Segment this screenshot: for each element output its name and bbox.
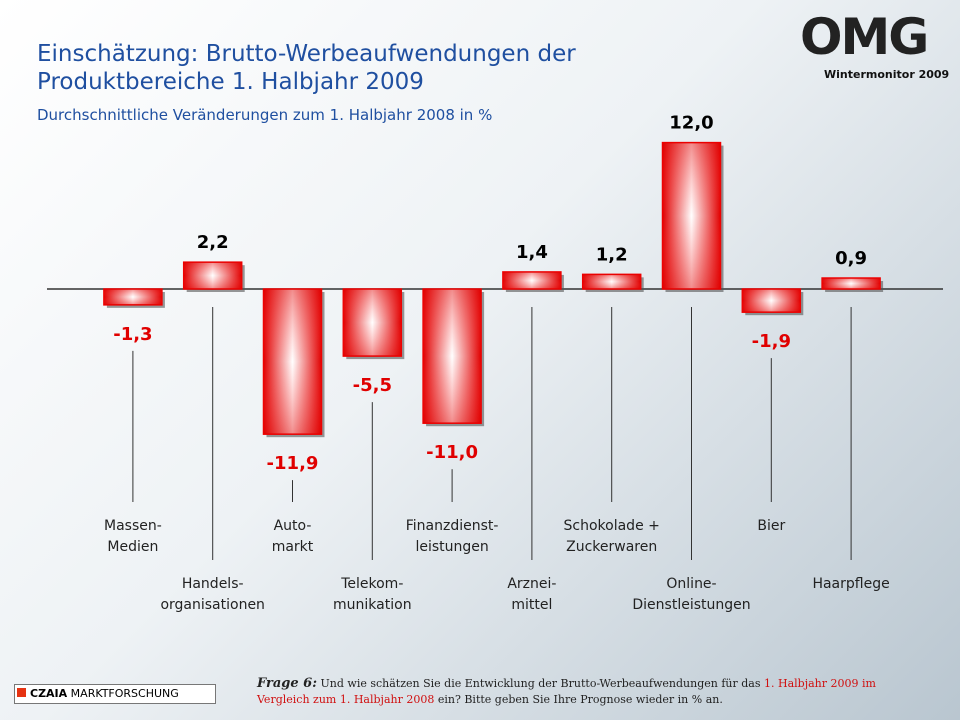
category-label: Handels- [182,576,244,592]
value-label: 1,4 [516,242,548,263]
category-label: munikation [333,597,412,613]
logo: OMG [800,8,929,66]
question-text: ein? Bitte geben Sie Ihre Prognose wiede… [437,693,723,706]
category-label: Haarpflege [812,576,889,592]
subtitle: Durchschnittliche Veränderungen zum 1. H… [37,106,493,124]
category-label: Bier [757,518,785,534]
value-label: -1,9 [752,331,791,352]
bar-shade [423,289,482,424]
company-name: MARKTFORSCHUNG [70,687,179,700]
value-label: -1,3 [113,324,152,345]
category-label: leistungen [415,539,488,555]
bar-shade [582,274,641,289]
brand-label: Wintermonitor 2009 [824,68,950,81]
category-label: Schokolade + [564,518,660,534]
company-box: CZAIA MARKTFORSCHUNG [14,684,216,704]
question-highlight: 1. Halbjahr 2009 im Vergleich zum 1. Hal… [257,677,876,706]
category-label: Arznei- [507,576,556,592]
category-label: markt [272,539,314,555]
title: Einschätzung: Brutto-Werbeaufwendungen d… [37,40,576,96]
company-bold: CZAIA [30,687,68,700]
category-label: Dienstleistungen [632,597,750,613]
bar-shade [263,289,322,435]
category-label: Telekom- [340,576,403,592]
category-label: organisationen [160,597,264,613]
title-line: Einschätzung: Brutto-Werbeaufwendungen d… [37,41,576,67]
question: Frage 6: Und wie schätzen Sie die Entwic… [257,676,917,708]
bar-shade [662,142,721,289]
value-label: -5,5 [353,375,392,396]
title-line: Produktbereiche 1. Halbjahr 2009 [37,69,424,95]
value-label: 2,2 [197,232,229,253]
bar-shade [343,289,402,357]
bar-shade [502,271,561,289]
bar-shade [103,289,162,305]
category-label: Massen- [104,518,162,534]
value-label: -11,9 [267,453,319,474]
category-label: Zuckerwaren [566,539,657,555]
value-label: -11,0 [426,442,478,463]
question-label: Frage 6: [257,676,318,691]
value-label: 12,0 [669,113,713,134]
question-text: Und wie schätzen Sie die Entwicklung der… [320,677,761,690]
bar-shade [742,289,801,313]
category-label: Finanzdienst- [406,518,499,534]
category-label: Auto- [274,518,312,534]
bar-shade [822,278,881,289]
category-label: Medien [107,539,158,555]
bar-shade [183,262,242,289]
value-label: 1,2 [596,244,628,265]
value-label: 0,9 [835,248,867,269]
category-label: Online- [666,576,716,592]
category-label: mittel [511,597,552,613]
